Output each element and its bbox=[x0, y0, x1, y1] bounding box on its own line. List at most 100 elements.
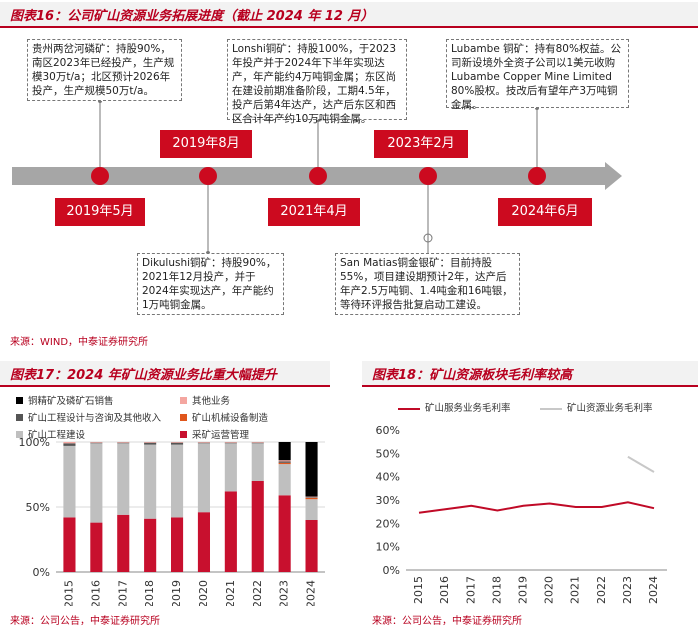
bar-segment-2024-3 bbox=[305, 497, 318, 498]
bar-segment-2022-4 bbox=[251, 442, 264, 443]
y-tick-label: 50% bbox=[26, 501, 50, 514]
callout-lubambe-copper: Lubambe 铜矿：持有80%权益。公司新设境外全资子公司以1美元收购Luba… bbox=[446, 39, 629, 111]
x-tick-label: 2019 bbox=[516, 576, 529, 604]
bar-segment-2022-1 bbox=[251, 443, 264, 481]
legend-17-swatch-2 bbox=[16, 414, 23, 421]
timeline-graphic bbox=[12, 99, 622, 255]
x-tick-label: 2021 bbox=[569, 576, 582, 604]
bar-segment-2021-3 bbox=[224, 442, 237, 444]
legend-17-item-4: 矿山工程建设 bbox=[16, 427, 85, 441]
y-tick-label: 0% bbox=[383, 564, 400, 577]
x-tick-label: 2017 bbox=[464, 576, 477, 604]
bar-segment-2018-1 bbox=[144, 444, 157, 519]
y-tick-label: 10% bbox=[376, 541, 400, 554]
fig17-title-bar: 图表17：2024 年矿山资源业务比重大幅提升 bbox=[0, 361, 330, 387]
bar-segment-2020-0 bbox=[197, 512, 211, 572]
legend-18-swatch-0 bbox=[398, 407, 420, 410]
x-tick-label: 2015 bbox=[62, 580, 75, 606]
milestone-marker-5 bbox=[528, 167, 546, 185]
bar-segment-2015-3 bbox=[63, 443, 76, 446]
bar-segment-2024-4 bbox=[305, 496, 318, 498]
date-label-2023-2: 2023年2月 bbox=[374, 130, 468, 158]
y-tick-label: 60% bbox=[376, 424, 400, 437]
bar-segment-2016-1 bbox=[90, 443, 103, 523]
bar-segment-2015-0 bbox=[63, 517, 76, 572]
milestone-marker-1 bbox=[91, 167, 109, 185]
bar-segment-2024-1 bbox=[305, 499, 318, 520]
x-tick-label: 2022 bbox=[595, 576, 608, 604]
date-label-2021-4: 2021年4月 bbox=[268, 198, 360, 226]
y-tick-label: 100% bbox=[19, 436, 50, 449]
bar-segment-2017-3 bbox=[117, 442, 130, 444]
x-tick-label: 2020 bbox=[197, 580, 210, 606]
x-tick-label: 2016 bbox=[438, 576, 451, 604]
fig18-title: 图表18：矿山资源板块毛利率较高 bbox=[372, 368, 573, 383]
bar-segment-2019-3 bbox=[170, 442, 184, 445]
x-tick-label: 2018 bbox=[143, 580, 156, 606]
fig17-source: 来源：公司公告，中泰证券研究所 bbox=[10, 616, 160, 627]
bar-segment-2023-0 bbox=[278, 495, 291, 572]
bar-segment-2016-0 bbox=[90, 522, 103, 572]
bar-segment-2018-4 bbox=[144, 442, 157, 443]
legend-17-swatch-0 bbox=[16, 397, 23, 404]
fig18-line-chart: 0% 10% 20% 30% 40% 50% 60% 2015 2016 2017 2018 2019… bbox=[376, 424, 667, 604]
bar-segment-2023-2 bbox=[278, 462, 291, 465]
fig17-stacked-bar-chart: 0% 50% 100% 2015 2016 2017 2018 2019 2020 2021 202… bbox=[19, 436, 325, 606]
y-tick-label: 20% bbox=[376, 517, 400, 530]
fig17-title: 图表17：2024 年矿山资源业务比重大幅提升 bbox=[10, 368, 277, 383]
legend-17-item-3: 矿山机械设备制造 bbox=[180, 410, 268, 424]
date-label-2024-6: 2024年6月 bbox=[498, 198, 592, 226]
x-tick-label: 2017 bbox=[116, 580, 129, 606]
x-tick-label: 2023 bbox=[621, 576, 634, 604]
fig16-source: 来源：WIND，中泰证券研究所 bbox=[10, 337, 149, 348]
legend-17-swatch-3 bbox=[180, 414, 187, 421]
x-tick-label: 2024 bbox=[647, 576, 660, 604]
bar-segment-2015-1 bbox=[63, 445, 76, 518]
bar-segment-2021-4 bbox=[224, 442, 237, 443]
legend-18-item-1: 矿山资源业务毛利率 bbox=[540, 400, 653, 414]
fig16-title-bar: 图表16：公司矿山资源业务拓展进度（截止 2024 年 12 月） bbox=[0, 2, 698, 28]
legend-17-swatch-5 bbox=[180, 431, 187, 438]
y-tick-label: 50% bbox=[376, 447, 400, 460]
y-tick-label: 0% bbox=[33, 566, 50, 579]
bar-segment-2020-3 bbox=[197, 442, 211, 444]
bar-segment-2016-3 bbox=[90, 442, 103, 444]
date-label-2019-8: 2019年8月 bbox=[160, 130, 252, 158]
bar-segment-2022-3 bbox=[251, 442, 264, 444]
callout-guizhou-phosphate: 贵州两岔河磷矿：持股90%，南区2023年已经投产，生产规模30万t/a；北区预… bbox=[27, 39, 182, 101]
x-tick-label: 2018 bbox=[490, 576, 503, 604]
bar-segment-2017-4 bbox=[117, 442, 130, 443]
bar-segment-2019-0 bbox=[170, 517, 184, 572]
bar-segment-2015-4 bbox=[63, 442, 76, 444]
x-tick-label: 2023 bbox=[278, 580, 291, 606]
x-tick-label: 2022 bbox=[251, 580, 264, 606]
bar-segment-2018-0 bbox=[144, 518, 157, 572]
y-tick-label: 40% bbox=[376, 471, 400, 484]
bar-segment-2022-0 bbox=[251, 481, 264, 572]
x-tick-label: 2015 bbox=[412, 576, 425, 604]
fig18-source: 来源：公司公告，中泰证券研究所 bbox=[372, 616, 522, 627]
legend-17-item-2: 矿山工程设计与咨询及其他收入 bbox=[16, 410, 161, 424]
milestone-marker-2 bbox=[199, 167, 217, 185]
legend-17-item-1: 其他业务 bbox=[180, 393, 230, 407]
milestone-marker-3 bbox=[309, 167, 327, 185]
series-line-1 bbox=[627, 455, 655, 473]
milestone-marker-4 bbox=[419, 167, 437, 185]
bar-segment-2023-5 bbox=[278, 442, 291, 461]
series-line-0 bbox=[418, 501, 655, 514]
legend-17-swatch-1 bbox=[180, 397, 187, 404]
fig16-title: 图表16：公司矿山资源业务拓展进度（截止 2024 年 12 月） bbox=[10, 9, 374, 24]
x-tick-label: 2021 bbox=[224, 580, 237, 606]
date-label-2019-5: 2019年5月 bbox=[55, 198, 145, 226]
fig18-title-bar: 图表18：矿山资源板块毛利率较高 bbox=[362, 361, 698, 387]
x-tick-label: 2020 bbox=[543, 576, 556, 604]
bar-segment-2018-3 bbox=[144, 442, 157, 445]
legend-17-item-0: 铜精矿及磷矿石销售 bbox=[16, 393, 114, 407]
bar-segment-2024-5 bbox=[305, 442, 318, 497]
legend-17-item-5: 采矿运营管理 bbox=[180, 427, 249, 441]
bar-segment-2019-1 bbox=[170, 444, 184, 518]
callout-lonshi-copper: Lonshi铜矿：持股100%，于2023年投产并于2024年下半年实现达产，年… bbox=[227, 39, 407, 125]
x-tick-label: 2024 bbox=[305, 580, 318, 606]
callout-dikulushi-copper: Dikulushi铜矿：持股90%，2021年12月投产，并于2024年实现达产… bbox=[137, 253, 284, 315]
legend-18-item-0: 矿山服务业务毛利率 bbox=[398, 400, 511, 414]
